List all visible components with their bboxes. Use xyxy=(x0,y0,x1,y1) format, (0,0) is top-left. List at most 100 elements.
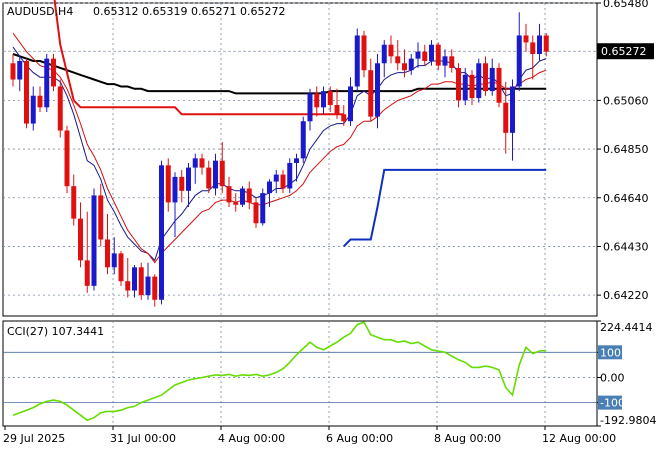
candle xyxy=(91,188,97,291)
candle xyxy=(469,70,475,106)
candle xyxy=(449,49,455,73)
candle-body xyxy=(213,160,218,189)
candle xyxy=(192,153,198,184)
price-tick-label: 0.64220 xyxy=(603,289,649,302)
candle xyxy=(307,88,313,131)
candle xyxy=(361,30,367,78)
candle xyxy=(375,54,380,129)
time-axis: 29 Jul 2025 31 Jul 00:00 4 Aug 00:00 6 Aug … xyxy=(3,426,616,445)
candle xyxy=(483,56,488,96)
candle xyxy=(57,79,63,138)
candle xyxy=(145,262,151,300)
candle-body xyxy=(165,165,171,203)
candle xyxy=(537,23,542,61)
candle xyxy=(422,44,428,66)
candle-body xyxy=(10,63,16,80)
price-tick-label: 0.64430 xyxy=(603,240,649,253)
candle-body xyxy=(435,44,441,66)
candle xyxy=(462,67,468,106)
time-tick-label: 6 Aug 00:00 xyxy=(326,432,393,445)
candle-body xyxy=(503,102,509,133)
candle xyxy=(253,197,259,228)
candle xyxy=(71,174,77,226)
candle xyxy=(510,79,515,161)
candle xyxy=(530,35,536,80)
candle-body xyxy=(51,58,56,87)
psar-red-line xyxy=(53,0,344,116)
candle xyxy=(395,40,401,71)
candle xyxy=(321,86,326,115)
candle-body xyxy=(179,176,185,191)
candle xyxy=(341,105,347,126)
candle-body xyxy=(219,160,225,187)
cci-tick-label: 224.4414 xyxy=(600,321,653,334)
candle-body xyxy=(192,158,198,168)
candle-body xyxy=(246,188,252,203)
candle-body xyxy=(381,44,387,64)
candle-body xyxy=(273,174,279,182)
candle-body xyxy=(510,86,515,133)
candle-body xyxy=(105,239,110,268)
candle xyxy=(240,186,245,208)
candle xyxy=(10,54,16,87)
candle-body xyxy=(456,67,461,101)
candle-body xyxy=(253,202,259,224)
candle xyxy=(51,54,56,92)
candle xyxy=(246,181,252,210)
candle xyxy=(267,179,272,208)
candle xyxy=(64,125,70,194)
candle xyxy=(388,35,394,64)
candle xyxy=(186,162,191,208)
candle xyxy=(314,86,320,117)
current-price-value: 0.65272 xyxy=(601,45,647,58)
candle xyxy=(206,160,212,194)
candle xyxy=(516,12,522,92)
candle xyxy=(17,56,23,92)
ohlc-readout: 0.65312 0.65319 0.65271 0.65272 xyxy=(93,5,285,18)
candle-body xyxy=(17,60,23,80)
time-tick-label: 4 Aug 00:00 xyxy=(218,432,285,445)
candle xyxy=(523,23,529,52)
candle-body xyxy=(395,56,401,64)
candle-body xyxy=(91,195,97,286)
candle-body xyxy=(84,260,90,286)
candle xyxy=(348,77,353,126)
candle xyxy=(273,169,279,194)
cci-level-tag xyxy=(598,395,622,410)
candle xyxy=(543,33,549,57)
candle-body xyxy=(489,67,495,92)
candle-body xyxy=(402,63,407,71)
candle-body xyxy=(138,267,144,296)
candle xyxy=(98,183,104,247)
candle xyxy=(132,264,137,298)
candle xyxy=(429,40,434,66)
cci-line xyxy=(12,321,547,422)
candle-body xyxy=(307,93,313,122)
candle-body xyxy=(44,58,50,108)
candle-body xyxy=(71,186,77,219)
candle-body xyxy=(240,188,245,205)
candle xyxy=(368,58,374,122)
price-axis: 0.65480 0.65060 0.64850 0.64640 0.64430 0.642… xyxy=(597,0,649,302)
candle xyxy=(84,211,90,293)
candle-body xyxy=(469,74,475,99)
candle-body xyxy=(125,281,131,291)
candle-body xyxy=(321,91,326,108)
price-tick-label: 0.64850 xyxy=(603,143,649,156)
candle-body xyxy=(354,35,360,87)
candle-body xyxy=(287,162,293,189)
candle xyxy=(172,172,178,238)
candle xyxy=(44,54,50,112)
candle xyxy=(125,258,131,298)
price-panel xyxy=(2,2,598,317)
candle-body xyxy=(368,70,374,117)
candle xyxy=(165,158,171,212)
time-tick-label: 12 Aug 00:00 xyxy=(542,432,616,445)
candle-body xyxy=(206,167,212,189)
candle-body xyxy=(483,63,488,92)
candle-body xyxy=(280,174,286,189)
candle-body xyxy=(199,158,205,168)
candle-body xyxy=(118,253,124,282)
candle-body xyxy=(267,181,272,194)
candle xyxy=(226,176,232,208)
